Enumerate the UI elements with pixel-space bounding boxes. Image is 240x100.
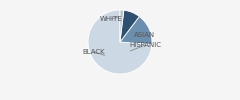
Wedge shape	[120, 10, 139, 42]
Text: ASIAN: ASIAN	[133, 32, 156, 38]
Text: BLACK: BLACK	[83, 49, 105, 55]
Wedge shape	[88, 10, 152, 74]
Wedge shape	[120, 10, 124, 42]
Wedge shape	[120, 16, 152, 44]
Text: WHITE: WHITE	[100, 16, 122, 22]
Text: HISPANIC: HISPANIC	[129, 42, 161, 51]
